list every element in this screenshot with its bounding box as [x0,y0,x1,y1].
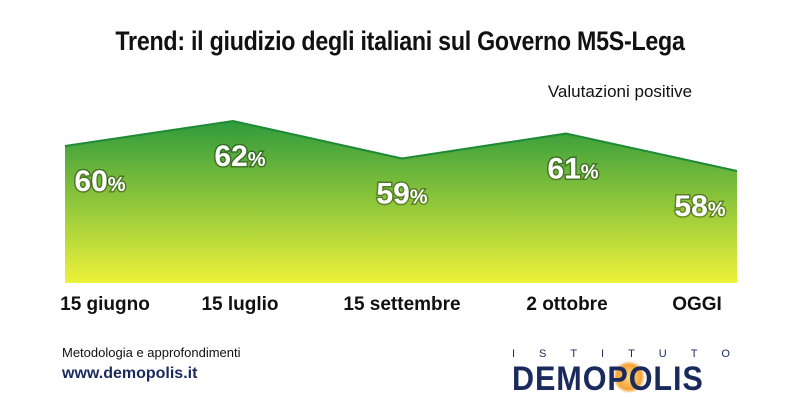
data-label: 58% [674,190,725,223]
x-tick-label: 15 settembre [343,294,461,315]
methodology-label: Metodologia e approfondimenti [62,345,241,360]
demopolis-logo: I S T I T U T O DEMOPOLIS [512,348,742,398]
logo-letter: O [721,348,730,360]
website-link[interactable]: www.demopolis.it [62,365,198,382]
x-tick-label: 2 ottobre [526,294,608,315]
x-tick-label: 15 giugno [60,294,150,315]
x-tick-label: 15 luglio [201,294,279,315]
logo-letter: S [539,348,547,360]
logo-letter: I [601,348,605,360]
logo-name: DEMOPOLIS [512,360,704,398]
x-tick-label: OGGI [672,294,722,315]
data-label: 62% [214,140,265,173]
data-label: 60% [74,165,125,198]
logo-letter: T [690,348,698,360]
area-series [65,121,737,283]
area-top-edge [64,119,738,172]
sun-icon [613,361,645,393]
chart-subtitle: Valutazioni positive [547,82,693,101]
chart-title: Trend: il giudizio degli italiani sul Go… [115,26,685,56]
data-label: 59% [376,178,427,211]
logo-letter: I [512,348,516,360]
logo-letter: T [628,348,635,360]
logo-letter: T [570,348,578,360]
data-label: 61% [547,153,598,186]
logo-letter: U [658,348,667,360]
